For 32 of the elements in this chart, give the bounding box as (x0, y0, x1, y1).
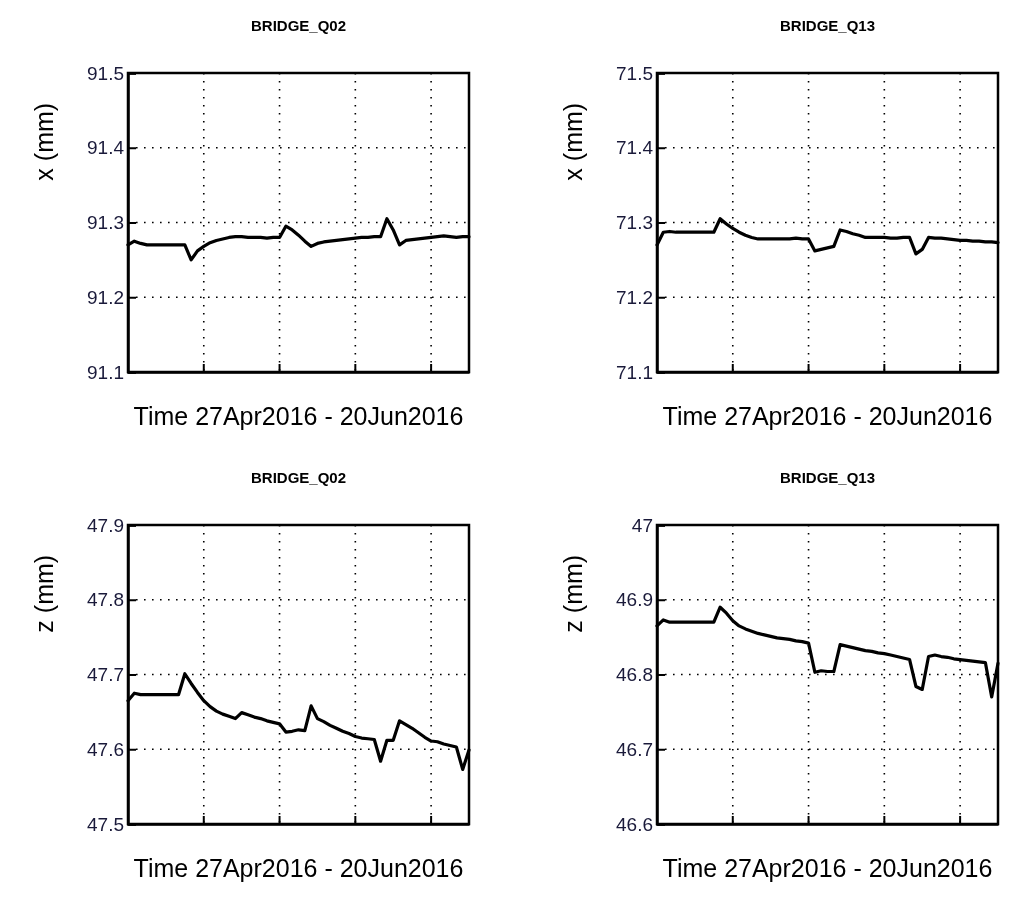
y-tick-label: 47.5 (87, 813, 124, 835)
y-tick-label: 71.3 (616, 212, 653, 234)
y-axis-title: x (mm) (30, 102, 58, 181)
y-tick-label: 47.9 (87, 514, 124, 536)
y-tick-label: 46.8 (616, 664, 653, 686)
y-tick-label: 46.9 (616, 589, 653, 611)
y-tick-label: 71.2 (616, 286, 653, 308)
y-tick-label: 71.1 (616, 361, 653, 383)
y-tick-label: 91.2 (87, 286, 124, 308)
y-tick-label: 46.6 (616, 813, 653, 835)
y-axis-title: z (mm) (30, 554, 58, 633)
x-axis-title: Time 27Apr2016 - 20Jun2016 (662, 854, 993, 882)
chart-title: BRIDGE_Q02 (250, 17, 347, 34)
x-axis-title: Time 27Apr2016 - 20Jun2016 (133, 402, 464, 430)
x-axis-title: Time 27Apr2016 - 20Jun2016 (662, 402, 993, 430)
y-tick-label: 71.5 (616, 62, 653, 84)
y-tick-label: 91.3 (87, 212, 124, 234)
y-tick-label: 46.7 (616, 738, 653, 760)
x-axis-title: Time 27Apr2016 - 20Jun2016 (133, 854, 464, 882)
chart-title: BRIDGE_Q13 (779, 469, 876, 486)
y-tick-label: 47.8 (87, 589, 124, 611)
chart-title: BRIDGE_Q13 (779, 17, 876, 34)
y-tick-label: 91.4 (87, 137, 125, 159)
y-tick-label: 71.4 (616, 137, 654, 159)
y-tick-label: 91.5 (87, 62, 124, 84)
y-axis-title: z (mm) (559, 554, 587, 633)
y-tick-label: 47 (631, 514, 653, 536)
chart-title: BRIDGE_Q02 (250, 469, 347, 486)
y-tick-label: 47.6 (87, 738, 124, 760)
y-axis-title: x (mm) (559, 102, 587, 181)
y-tick-label: 91.1 (87, 361, 124, 383)
y-tick-label: 47.7 (87, 664, 124, 686)
